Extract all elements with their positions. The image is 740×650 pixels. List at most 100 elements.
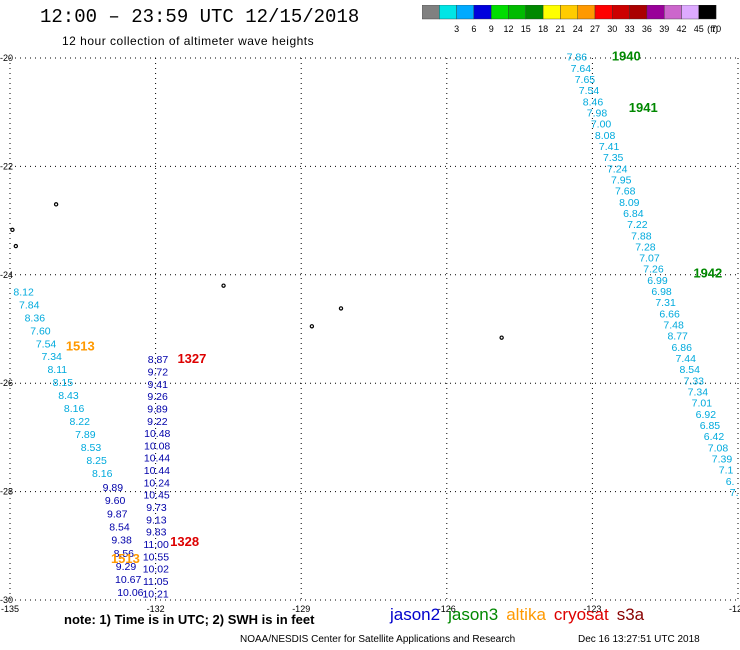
wave-height-label: 8.36 (25, 312, 46, 324)
wave-height-label: 7.28 (635, 241, 656, 253)
scale-tick-label: 12 (503, 24, 513, 34)
pass-time-label: 1513 (66, 339, 95, 354)
wave-height-label: 10.21 (142, 588, 168, 600)
wave-height-label: 8.12 (13, 286, 34, 298)
scale-tick-label: 39 (659, 24, 669, 34)
wave-height-label: 7.86 (567, 52, 588, 64)
wave-height-label: 10.44 (144, 453, 170, 465)
wave-height-label: 10.48 (144, 428, 170, 440)
wave-height-label: 7.00 (591, 119, 612, 131)
wave-height-label: 7.39 (712, 453, 733, 465)
scale-tick-label: 24 (573, 24, 583, 34)
wave-height-label: 7.89 (75, 429, 96, 441)
longitude-tick-label: -129 (292, 604, 310, 614)
wave-height-label: 9.13 (146, 514, 167, 526)
wave-height-label: 10.45 (143, 490, 169, 502)
scale-tick-label: 42 (676, 24, 686, 34)
color-scale: 3 6 9 12 15 18 21 24 27 30 33 36 39 42 45 70(ft) (422, 5, 721, 34)
wave-height-label: 7.34 (688, 386, 709, 398)
scale-tick-label: 9 (489, 24, 494, 34)
latitude-tick-label: -28 (0, 487, 13, 497)
latitude-tick-label: -22 (0, 161, 13, 171)
legend-jason3: jason3 (448, 605, 499, 624)
wave-height-label: 10.24 (144, 477, 170, 489)
island-marker (221, 283, 226, 288)
map-title: 12:00 – 23:59 UTC 12/15/2018 (40, 6, 360, 28)
wave-height-label: 8.09 (619, 197, 640, 209)
wave-height-label: 7.33 (684, 375, 705, 387)
island-marker (338, 306, 344, 311)
wave-height-label: 7.44 (676, 353, 697, 365)
wave-height-label: 9.29 (116, 561, 137, 573)
wave-height-label: 6. (726, 476, 735, 488)
generated-timestamp: Dec 16 13:27:51 UTC 2018 (578, 634, 700, 645)
latitude-tick-label: -30 (0, 595, 13, 605)
wave-height-label: 6.42 (704, 431, 725, 443)
latitude-tick-label: -24 (0, 270, 13, 280)
scale-tick-label: 27 (590, 24, 600, 34)
latitude-tick-label: -26 (0, 378, 13, 388)
wave-height-label: 7.68 (615, 186, 636, 198)
wave-height-label: 7.1 (719, 465, 734, 477)
wave-height-label: 7.41 (599, 141, 620, 153)
map-subtitle: 12 hour collection of altimeter wave hei… (62, 34, 315, 48)
wave-height-label: 8.08 (595, 130, 616, 142)
wave-height-label: 7.88 (631, 230, 652, 242)
wave-height-label: 6.98 (651, 286, 672, 298)
legend-jason2: jason2 (390, 605, 441, 624)
latitude-tick-label: -20 (0, 53, 13, 63)
wave-height-label: 8.25 (86, 455, 107, 467)
credit-line: NOAA/NESDIS Center for Satellite Applica… (240, 634, 516, 645)
wave-height-label: 7.07 (639, 253, 660, 265)
wave-height-label: 7.60 (30, 325, 51, 337)
longitude-tick-label: -123 (583, 604, 601, 614)
wave-height-label: 7.31 (655, 297, 676, 309)
wave-height-label: 10.55 (143, 551, 169, 563)
wave-height-label: 10.44 (144, 465, 170, 477)
wave-height-label: 9.41 (148, 379, 169, 391)
units-note: note: 1) Time is in UTC; 2) SWH is in fe… (64, 612, 315, 627)
pass-time-label: 1327 (177, 351, 206, 366)
wave-height-label: 6.84 (623, 208, 644, 220)
wave-height-label: 8.54 (109, 521, 130, 533)
wave-height-label: 9.60 (105, 495, 126, 507)
pass-time-label: 1328 (170, 534, 199, 549)
scale-tick-label: 15 (521, 24, 531, 34)
pass-time-label: 1940 (612, 49, 641, 64)
wave-height-label: 6.85 (700, 420, 721, 432)
wave-height-label: 9.89 (147, 403, 168, 415)
pass-time-label: 1513 (111, 551, 140, 566)
wave-height-label: 7. (730, 487, 739, 499)
wave-height-label: 10.06 (117, 587, 143, 599)
wave-height-label: 8.53 (81, 442, 102, 454)
wave-height-label: 7.54 (36, 338, 57, 350)
scale-tick-label: 45 (694, 24, 704, 34)
wave-height-label: 7.64 (571, 63, 592, 75)
wave-height-label: 8.77 (667, 331, 688, 343)
wave-height-label: 6.86 (671, 342, 692, 354)
longitude-tick-label: -120 (729, 604, 740, 614)
wave-height-label: 8.22 (70, 416, 91, 428)
wave-height-label: 7.35 (603, 152, 624, 164)
wave-height-label: 9.26 (147, 391, 168, 403)
wave-height-label: 9.83 (146, 527, 167, 539)
wave-height-label: 7.65 (575, 74, 596, 86)
island-marker (53, 202, 59, 207)
legend-cryosat: cryosat (553, 605, 609, 624)
wave-height-label: 8.87 (148, 354, 169, 366)
wave-height-label: 11.00 (143, 539, 169, 551)
longitude-tick-label: -135 (1, 604, 19, 614)
wave-height-label: 7.26 (643, 264, 664, 276)
wave-height-label: 8.16 (64, 403, 85, 415)
wave-height-label: 6.66 (659, 308, 680, 320)
longitude-tick-label: -132 (147, 604, 165, 614)
wave-height-label: 7.24 (607, 163, 628, 175)
wave-height-label: 9.73 (146, 502, 167, 514)
wave-height-label: 9.89 (103, 482, 124, 494)
wave-height-label: 9.87 (107, 508, 128, 520)
scale-tick-label: 3 (454, 24, 459, 34)
scale-swatch (698, 5, 717, 20)
satellite-legend: jason2 jason3 altika cryosat s3a (390, 605, 652, 625)
scale-tick-label: 33 (625, 24, 635, 34)
